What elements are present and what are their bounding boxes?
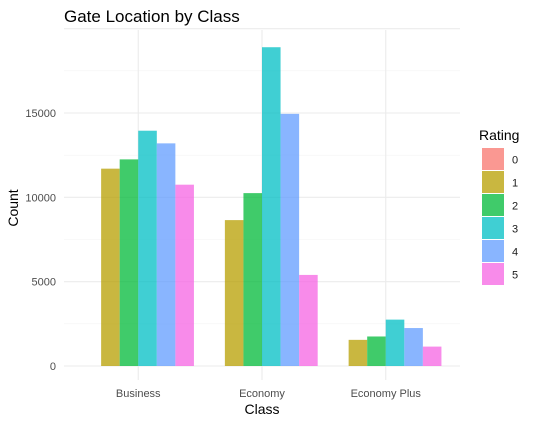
bar-economy-plus-rating-2	[367, 336, 386, 366]
legend-key-4	[482, 240, 504, 262]
legend-title: Rating	[479, 127, 519, 143]
bar-economy-plus-rating-5	[422, 346, 442, 366]
legend-key-1	[482, 171, 504, 193]
legend-label: 4	[512, 247, 518, 259]
legend-label: 5	[512, 270, 518, 282]
x-tick-label: Business	[116, 388, 161, 400]
y-tick-label: 0	[50, 361, 56, 373]
legend-key-2	[482, 194, 504, 216]
bar-economy-plus-rating-1	[348, 339, 368, 366]
legend-label: 3	[512, 224, 518, 236]
bar-business-rating-1	[101, 168, 120, 366]
bar-economy-rating-1	[224, 220, 244, 366]
bar-business-rating-5	[175, 184, 194, 366]
legend-key-3	[482, 217, 504, 239]
chart-title: Gate Location by Class	[64, 7, 240, 26]
bar-business-rating-2	[119, 159, 139, 366]
legend: Rating 0 1 2 3 4 5	[479, 127, 519, 285]
y-axis-ticks: 0 5000 10000 15000	[25, 108, 56, 373]
bar-economy-plus-rating-3	[385, 319, 405, 366]
bar-business-rating-4	[156, 143, 176, 366]
bars	[101, 47, 442, 367]
x-tick-label: Economy Plus	[351, 388, 422, 400]
legend-key-5	[482, 263, 504, 285]
y-tick-label: 10000	[25, 192, 56, 204]
x-axis-title: Class	[244, 401, 279, 417]
bar-economy-rating-3	[262, 47, 281, 366]
legend-key-0	[482, 148, 504, 170]
legend-label: 1	[512, 178, 518, 190]
y-axis-title: Count	[5, 189, 21, 226]
bar-economy-rating-4	[280, 113, 300, 367]
legend-label: 0	[512, 155, 518, 167]
x-axis-ticks: Business Economy Economy Plus	[116, 388, 421, 400]
bar-economy-rating-5	[299, 274, 318, 366]
bar-economy-plus-rating-4	[404, 328, 423, 366]
x-tick-label: Economy	[239, 388, 285, 400]
legend-label: 2	[512, 201, 518, 213]
bar-economy-rating-2	[243, 193, 262, 366]
y-tick-label: 5000	[32, 277, 56, 289]
bar-business-rating-3	[138, 130, 157, 366]
y-tick-label: 15000	[25, 108, 56, 120]
